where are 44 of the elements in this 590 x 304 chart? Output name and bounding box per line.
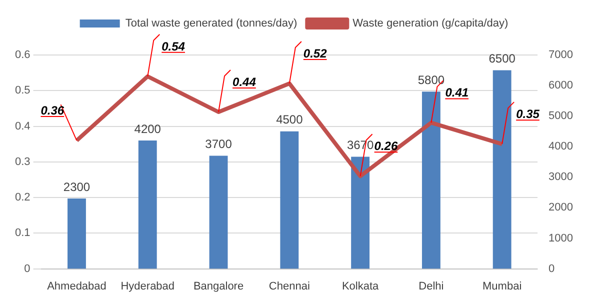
legend-label: Waste generation (g/capita/day) — [352, 18, 508, 30]
y-tick-label: 0.1 — [14, 227, 30, 240]
data-label: 3700 — [205, 137, 232, 152]
y2-tick-label: 4000 — [548, 140, 574, 153]
data-label: 0.35 — [516, 107, 540, 122]
y2-tick-label: 7000 — [548, 49, 574, 62]
bar — [280, 131, 299, 269]
bar — [422, 92, 440, 269]
bar — [209, 156, 228, 269]
x-tick-label: Delhi — [418, 280, 444, 292]
y-tick-label: 0.4 — [14, 120, 30, 132]
y2-tick-label: 2000 — [548, 202, 574, 214]
bar — [68, 198, 86, 269]
data-label: 4500 — [276, 112, 304, 127]
x-tick-label: Chennai — [268, 280, 310, 292]
y-tick-label: 0.6 — [14, 49, 30, 62]
y-tick-label: 0.3 — [14, 156, 30, 168]
bar — [138, 140, 157, 269]
y2-tick-label: 6000 — [548, 80, 574, 92]
y2-tick-label: 0 — [548, 262, 555, 275]
legend-label: Total waste generated (tonnes/day) — [125, 18, 298, 30]
y-tick-label: 0 — [24, 262, 30, 275]
data-label: 0.52 — [303, 46, 328, 61]
data-label: 0.41 — [445, 86, 469, 100]
data-label: 5800 — [418, 72, 445, 87]
y2-tick-label: 3000 — [548, 171, 574, 184]
bar — [351, 156, 370, 269]
data-label: 2300 — [63, 180, 90, 194]
y-tick-label: 0.2 — [14, 192, 30, 204]
x-tick-label: Mumbai — [482, 280, 522, 292]
y-tick-label: 0.5 — [14, 84, 30, 97]
data-label: 0.26 — [374, 139, 398, 154]
bar — [492, 70, 512, 269]
data-label: 0.54 — [162, 39, 186, 54]
y2-tick-label: 5000 — [548, 110, 574, 122]
y2-tick-label: 1000 — [548, 232, 574, 244]
data-label: 4200 — [134, 122, 162, 136]
data-label: 0.44 — [232, 75, 256, 90]
x-tick-label: Kolkata — [342, 280, 380, 292]
data-label: 0.36 — [40, 104, 64, 118]
x-tick-label: Hyderabad — [120, 280, 175, 292]
data-label: 6500 — [488, 52, 516, 66]
x-tick-label: Ahmedabad — [47, 280, 106, 292]
x-tick-label: Bangalore — [193, 280, 244, 292]
